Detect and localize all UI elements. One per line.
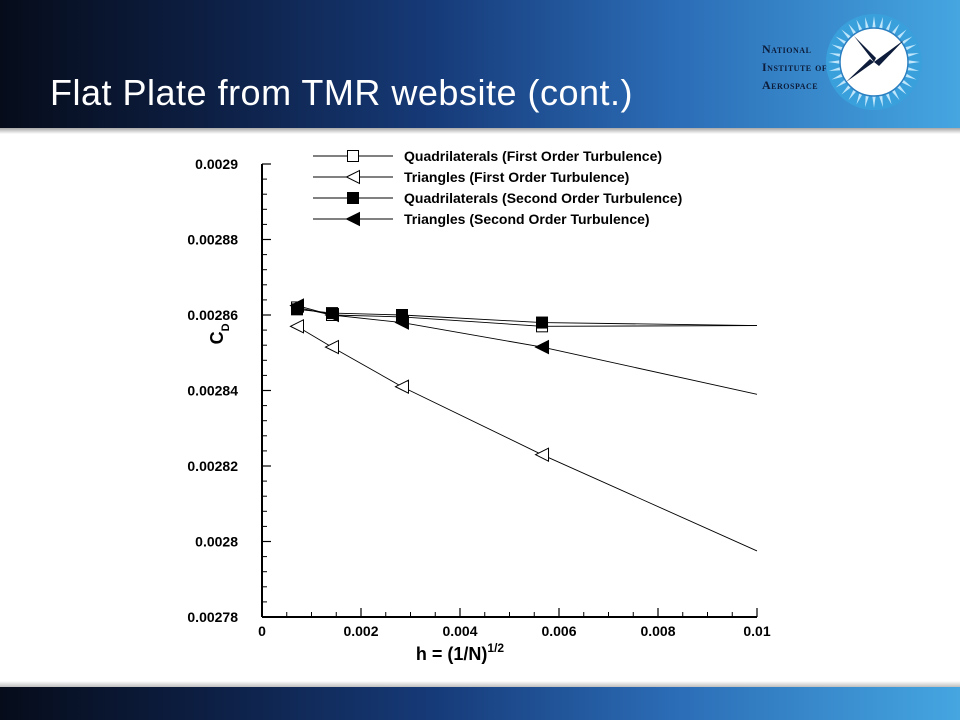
y-tick-label: 0.00278 (187, 609, 238, 625)
y-tick-label: 0.00286 (187, 307, 238, 323)
legend-marker (345, 169, 360, 185)
slide-title: Flat Plate from TMR website (cont.) (50, 72, 633, 113)
y-tick-label: 0.00288 (187, 232, 238, 248)
data-point (324, 307, 339, 323)
data-point (324, 339, 339, 355)
series-line (296, 307, 758, 327)
y-tick-label: 0.00284 (187, 383, 238, 399)
header-shadow (0, 128, 960, 134)
nia-compass-logo-icon (826, 14, 922, 110)
logo-line-1: National (762, 42, 812, 56)
y-axis-label: CD (207, 323, 232, 344)
y-tick-label: 0.0029 (195, 156, 238, 172)
series-line (296, 308, 758, 327)
logo-line-2: Institute of (762, 60, 828, 74)
legend-label: Triangles (Second Order Turbulence) (404, 211, 650, 227)
series-line (296, 305, 758, 395)
legend-label: Quadrilaterals (Second Order Turbulence) (404, 190, 682, 206)
x-tick-label: 0.006 (541, 623, 576, 639)
legend-marker (347, 192, 359, 204)
data-point (536, 316, 549, 329)
data-point (394, 315, 409, 330)
data-point (394, 379, 409, 395)
x-tick-label: 0.002 (343, 623, 378, 639)
logo-line-3: Aerospace (762, 78, 819, 92)
slide-footer-bar (0, 687, 960, 720)
x-axis-label-exponent: 1/2 (487, 641, 504, 655)
y-tick-label: 0.0028 (195, 534, 238, 550)
nia-logo-text: National Institute of Aerospace (762, 40, 827, 94)
footer-shadow (0, 681, 960, 687)
legend-label: Triangles (First Order Turbulence) (404, 169, 629, 185)
x-tick-label: 0.004 (442, 623, 477, 639)
legend-marker (347, 150, 359, 162)
data-point (289, 298, 304, 313)
legend-marker (345, 211, 360, 227)
series-line (296, 325, 758, 552)
x-tick-label: 0.008 (640, 623, 675, 639)
x-axis-label: h = (1/N)1/2 (416, 641, 505, 664)
data-point (534, 339, 550, 355)
y-tick-label: 0.00282 (187, 458, 238, 474)
data-point (289, 319, 304, 334)
x-tick-label: 0.01 (743, 623, 770, 639)
y-axis-label-subscript: D (220, 323, 232, 331)
data-point (534, 447, 550, 462)
cd-convergence-chart: 0.00278 0.0028 0.00282 0.00284 0.00286 0.0028… (187, 148, 770, 664)
x-tick-label: 0 (258, 623, 266, 639)
slide-header-bar (0, 0, 960, 128)
legend-label: Quadrilaterals (First Order Turbulence) (404, 148, 662, 164)
